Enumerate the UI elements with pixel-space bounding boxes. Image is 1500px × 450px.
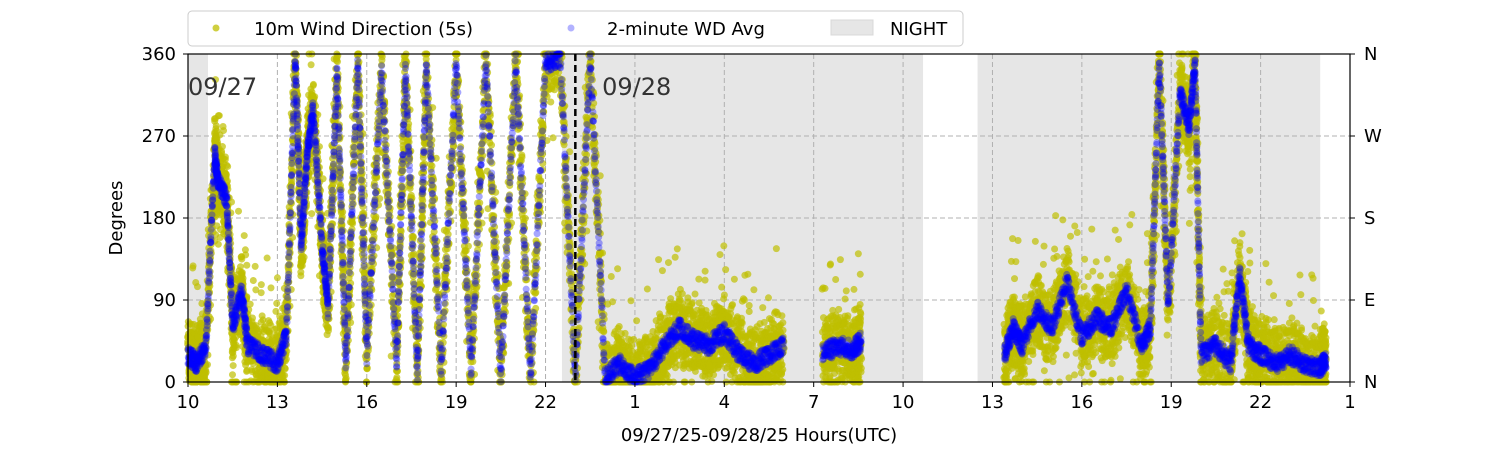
wd5s-point <box>633 317 641 325</box>
wd5s-point <box>218 143 226 151</box>
wd5s-point <box>219 127 227 135</box>
wd5s-point <box>228 371 236 379</box>
wd5s-point <box>347 240 355 248</box>
wd5s-point <box>309 80 317 88</box>
wd5s-point <box>193 283 201 291</box>
wd5s-point <box>232 344 240 352</box>
wd5s-point <box>273 274 281 282</box>
wd5s-point <box>215 112 223 120</box>
wd5s-point <box>409 233 417 241</box>
wd5s-point <box>240 232 248 240</box>
wd5s-point <box>628 342 636 350</box>
wd5s-point <box>235 207 243 215</box>
wd5s-point <box>308 210 316 218</box>
wd5s-point <box>332 55 340 63</box>
wd5s-point <box>607 272 615 280</box>
wd5s-point <box>627 297 635 305</box>
wd5s-point <box>257 281 265 289</box>
wd5s-point <box>249 277 257 285</box>
wd5s-point <box>614 265 622 273</box>
wd5s-point <box>600 328 608 336</box>
wd5s-point <box>214 240 222 248</box>
wd5s-point <box>281 371 289 379</box>
wd5s-point <box>221 153 229 161</box>
wd5s-point <box>246 300 254 308</box>
wd5s-point <box>257 289 265 297</box>
wd5s-point <box>342 374 350 382</box>
wd5s-point <box>549 134 557 142</box>
wd5s-point <box>615 323 623 331</box>
wd5s-point <box>251 262 259 270</box>
wd5s-point <box>643 285 651 293</box>
wd5s-point <box>407 191 415 199</box>
wd5s-point <box>273 299 281 307</box>
wd5s-point <box>300 253 308 261</box>
wd5s-point <box>263 254 271 262</box>
wd5s-point <box>242 251 250 259</box>
wd5s-point <box>243 261 251 269</box>
wd5s-point <box>428 162 436 170</box>
wd5s-point <box>281 365 289 373</box>
wd5s-point <box>521 214 529 222</box>
wd5s-point <box>307 61 315 69</box>
wd5s-point <box>249 314 257 322</box>
wd5s-point <box>324 327 332 335</box>
wd5s-point <box>224 162 232 170</box>
wd5s-point <box>609 298 617 306</box>
wd5s-point <box>547 98 555 106</box>
wd5s-point <box>488 141 496 149</box>
wd5s-point <box>311 93 319 101</box>
wd5s-point <box>189 262 197 270</box>
wd5s-point <box>239 274 247 282</box>
wd5s-point <box>229 352 237 360</box>
wd5s-point <box>229 362 237 370</box>
data-points <box>184 50 1330 386</box>
wd5s-point <box>267 284 275 292</box>
wd5s-point <box>462 219 470 227</box>
wd5s-point <box>477 169 485 177</box>
